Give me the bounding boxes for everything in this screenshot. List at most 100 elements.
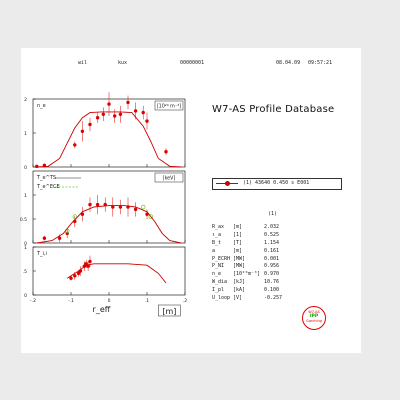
y-tick-label: .5 — [23, 269, 27, 275]
param-value: 10.76 — [264, 279, 280, 286]
param-value: 2.032 — [264, 224, 280, 230]
data-point — [145, 119, 149, 123]
data-point — [88, 259, 92, 264]
y-tick-label: 2 — [24, 97, 27, 103]
stamp-line-3: Garching — [306, 319, 322, 324]
data-point — [80, 212, 85, 216]
data-point — [107, 102, 111, 106]
param-name: U_loop — [212, 295, 231, 302]
header-shot-id: 00000001 — [180, 60, 205, 66]
param-name: B_t — [212, 239, 222, 246]
data-point — [113, 114, 117, 118]
param-unit: [V] — [233, 295, 243, 302]
param-unit: [kJ] — [233, 279, 246, 286]
data-point — [95, 202, 100, 207]
header-kind: kux — [118, 60, 128, 66]
data-point — [69, 276, 73, 280]
param-unit: [10²⁰m⁻³] — [233, 271, 261, 278]
unit-box — [154, 172, 184, 183]
y-tick-label: 1 — [24, 193, 27, 199]
param-value: 0.956 — [264, 263, 280, 270]
fit-curve — [36, 111, 182, 168]
ece-point — [148, 214, 154, 219]
data-point — [35, 164, 39, 169]
x-tick-label: .2 — [183, 298, 187, 304]
y-axis-label: n_e — [37, 103, 46, 109]
data-point — [133, 207, 138, 212]
param-value: 0.970 — [264, 271, 280, 278]
x-tick-label: -.2 — [30, 298, 36, 304]
param-value: -0.257 — [264, 295, 283, 302]
param-unit: [MW] — [233, 263, 246, 270]
y-tick-label: 0 — [24, 241, 27, 247]
legend-marker — [225, 181, 230, 186]
param-value: 1.154 — [264, 239, 280, 246]
param-unit: [m] — [233, 247, 243, 254]
param-unit: [1] — [233, 231, 243, 238]
param-name: ι_a — [212, 231, 222, 238]
page-title: W7-AS Profile Database — [212, 104, 335, 115]
params-index: (1) — [268, 211, 278, 217]
x-tick-label: .1 — [145, 298, 149, 304]
data-point — [101, 112, 106, 117]
y-tick-label: 0 — [24, 293, 27, 299]
param-name: n_e — [212, 271, 222, 278]
y-axis-label-2: T_e^ECE — [36, 184, 60, 190]
param-unit: [T] — [233, 239, 243, 246]
param-name: a — [212, 247, 216, 254]
ece-point — [72, 214, 78, 219]
institute-stamp: W7-AS IPP Garching — [302, 306, 326, 330]
x-unit-label: [m] — [162, 307, 176, 316]
param-value: 0.100 — [264, 287, 280, 294]
data-point — [57, 236, 62, 240]
data-point — [141, 110, 145, 115]
data-point — [111, 205, 115, 209]
unit-label: [10²⁰ m⁻³] — [157, 104, 181, 110]
param-unit: [MW] — [233, 255, 246, 262]
legend: (1) 43640 0.450 s E001 — [212, 178, 342, 190]
param-value: 0.161 — [264, 247, 280, 254]
y-tick-label: 0 — [24, 165, 27, 171]
data-point — [118, 205, 123, 209]
data-point — [76, 271, 81, 276]
stamp-line-2: IPP — [309, 313, 319, 319]
y-tick-label: 1 — [24, 245, 27, 251]
data-point — [80, 129, 85, 133]
fit-curve — [66, 263, 167, 284]
param-name: I_pl — [212, 287, 225, 294]
param-value: 0.001 — [264, 255, 280, 262]
data-point — [73, 274, 77, 278]
ece-point — [140, 204, 146, 210]
param-name: R_ax — [212, 224, 225, 230]
header-date: 08.04.09 — [276, 60, 301, 66]
header-user: wil — [78, 60, 88, 66]
data-point — [88, 202, 92, 207]
y-tick-label: 1 — [24, 131, 27, 137]
unit-box — [154, 100, 184, 111]
fit-curve — [36, 205, 182, 244]
data-point — [73, 143, 77, 147]
header-time: 09:57:21 — [308, 60, 333, 66]
data-point — [164, 150, 168, 154]
legend-entry: (1) 43640 0.450 s E001 — [243, 180, 310, 186]
param-name: P_NI — [212, 263, 225, 270]
plot-frame — [32, 246, 186, 296]
data-point — [42, 236, 47, 240]
param-name: W_dia — [212, 279, 228, 286]
x-unit-box — [158, 304, 181, 317]
data-point — [133, 109, 138, 113]
data-point — [95, 116, 100, 120]
param-unit: [m] — [233, 224, 243, 230]
y-axis-label: T_e^TS — [36, 175, 56, 181]
y-tick-label: 0.5 — [20, 217, 27, 223]
unit-label: [keV] — [163, 176, 176, 182]
x-tick-label: -.1 — [68, 298, 74, 304]
data-point — [88, 122, 92, 127]
stamp-line-1: W7-AS — [308, 310, 320, 314]
y-axis-label: T_i,i — [36, 251, 47, 257]
param-value: 0.525 — [264, 231, 280, 238]
data-point — [126, 100, 130, 105]
param-name: P_ECRH — [212, 255, 231, 262]
data-point — [118, 112, 123, 117]
